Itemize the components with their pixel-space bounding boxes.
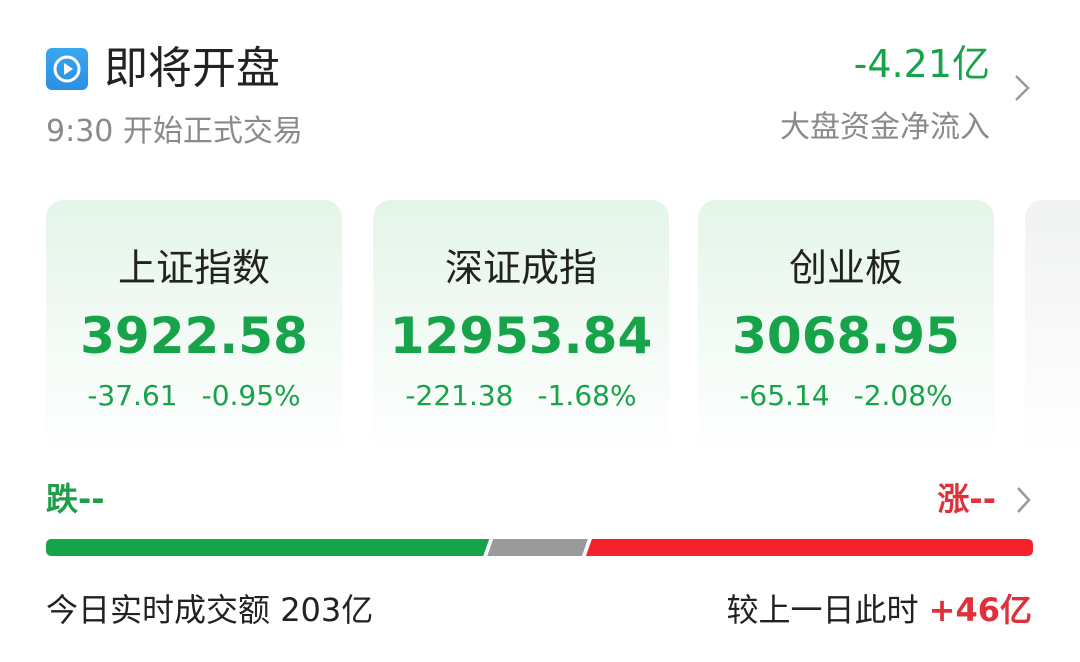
index-name: 深证成指 (444, 246, 597, 290)
subtitle: 9:30 开始正式交易 (46, 114, 303, 149)
index-name: 创业板 (788, 246, 903, 290)
index-card-sh[interactable]: 上证指数 3922.58 -37.61 -0.95% (46, 200, 342, 460)
fall-count: 跌-- (46, 480, 105, 518)
index-card-sz[interactable]: 深证成指 12953.84 -221.38 -1.68% (373, 200, 669, 460)
index-percent: -2.08% (853, 379, 953, 412)
index-change: -221.38 (405, 379, 514, 412)
play-circle-icon (46, 48, 88, 90)
fund-flow-value[interactable]: -4.21亿 (853, 42, 990, 86)
index-percent: -1.68% (537, 379, 637, 412)
fund-flow-label[interactable]: 大盘资金净流入 (780, 110, 990, 145)
rise-segment (585, 539, 1033, 556)
turnover: 今日实时成交额 203亿 (46, 588, 373, 632)
compare-value: +46亿 (928, 591, 1032, 629)
turnover-value: 203亿 (280, 591, 374, 629)
chevron-right-icon[interactable] (1012, 484, 1036, 520)
index-card-partial[interactable] (1025, 200, 1080, 460)
page-title: 即将开盘 (104, 43, 280, 94)
fall-segment (46, 539, 490, 556)
breadth-bar (46, 539, 1033, 556)
index-value: 3922.58 (80, 307, 308, 365)
index-change: -65.14 (739, 379, 830, 412)
chevron-right-icon[interactable] (1010, 70, 1034, 110)
compare-label: 较上一日此时 (726, 591, 919, 629)
turnover-label: 今日实时成交额 (46, 591, 271, 629)
turnover-compare: 较上一日此时 +46亿 (726, 588, 1032, 632)
index-value: 12953.84 (389, 307, 653, 365)
index-card-cyb[interactable]: 创业板 3068.95 -65.14 -2.08% (698, 200, 994, 460)
index-value: 3068.95 (732, 307, 960, 365)
flat-segment (487, 539, 588, 556)
index-change: -37.61 (87, 379, 178, 412)
index-name: 上证指数 (117, 246, 270, 290)
rise-count[interactable]: 涨-- (937, 480, 996, 518)
index-percent: -0.95% (201, 379, 301, 412)
